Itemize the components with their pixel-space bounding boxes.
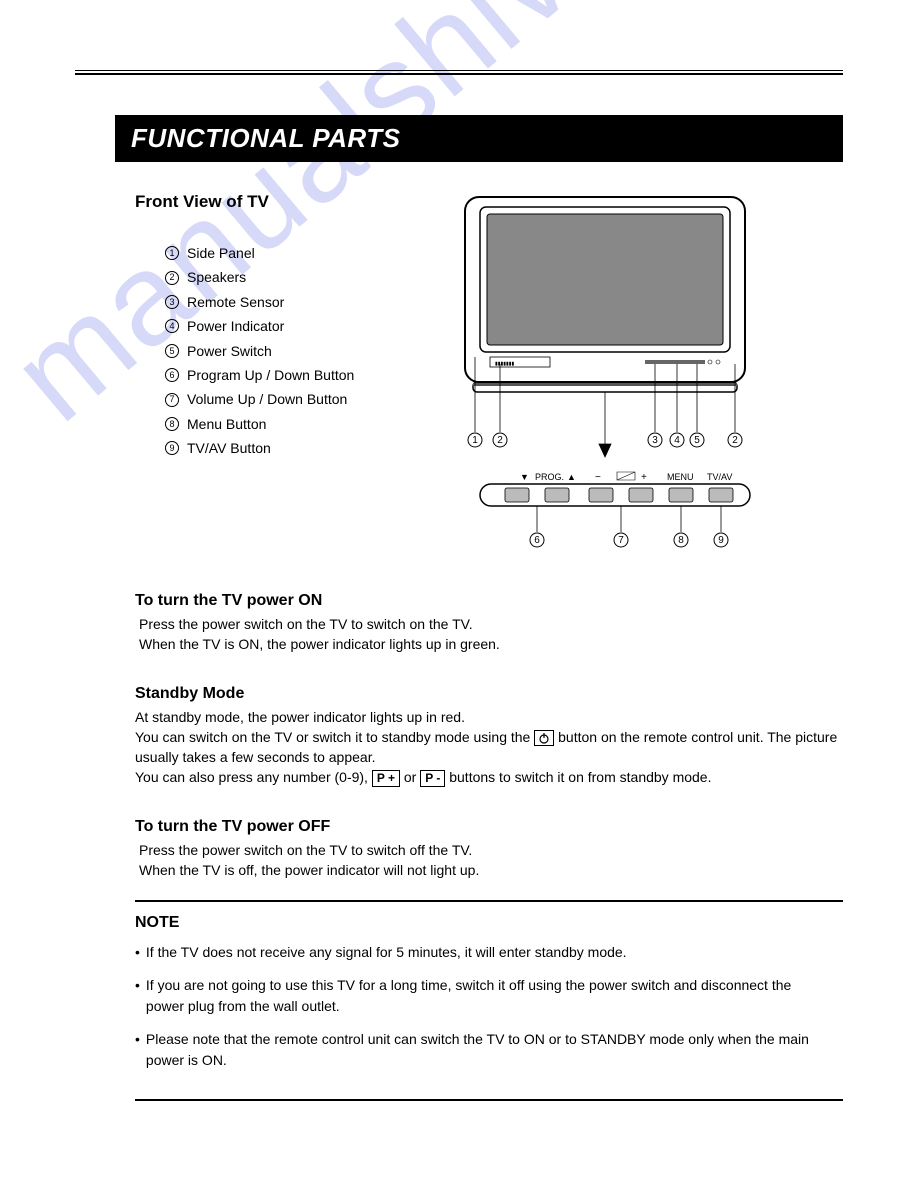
panel-label-tvav: TV/AV [707,472,732,482]
part-label: Power Indicator [187,315,284,337]
panel-label: − [595,472,601,483]
list-item: 1 Side Panel [165,242,415,264]
part-number: 9 [165,441,179,455]
note-title: NOTE [135,914,843,932]
power-on-title: To turn the TV power ON [135,592,843,610]
standby-line2: You can switch on the TV or switch it to… [135,727,843,768]
tv-illustration: ▮▮▮▮▮▮▮ [445,192,765,562]
part-number: 6 [165,368,179,382]
callout-num: 3 [652,435,658,446]
note-list: • If the TV does not receive any signal f… [135,942,843,1071]
divider [135,1099,843,1101]
part-label: Speakers [187,266,246,288]
callout-num: 1 [472,435,478,446]
part-number: 7 [165,393,179,407]
power-off-title: To turn the TV power OFF [135,818,843,836]
callout-num: 9 [718,535,724,546]
note-text: If the TV does not receive any signal fo… [146,942,627,963]
standby-title: Standby Mode [135,685,843,703]
panel-label-prog: ▼ [520,472,529,482]
standby-line3: You can also press any number (0-9), P +… [135,767,843,787]
note-item: •If you are not going to use this TV for… [135,975,843,1017]
panel-label-menu: MENU [667,472,694,482]
part-label: Side Panel [187,242,255,264]
power-button-icon [534,730,554,746]
callout-num: 2 [732,435,738,446]
section-header: FUNCTIONAL PARTS [115,115,843,162]
part-label: Menu Button [187,413,266,435]
power-off-line2: When the TV is off, the power indicator … [139,860,843,880]
part-label: Volume Up / Down Button [187,388,347,410]
list-item: 7 Volume Up / Down Button [165,388,415,410]
parts-list: 1 Side Panel 2 Speakers 3 Remote Sensor 4 Po… [135,242,415,460]
svg-text:▮▮▮▮▮▮▮: ▮▮▮▮▮▮▮ [495,361,515,367]
content: Front View of TV 1 Side Panel 2 Speakers 3… [135,192,843,880]
list-item: 5 Power Switch [165,340,415,362]
power-on-line1: Press the power switch on the TV to swit… [139,614,843,634]
bullet-icon: • [135,975,140,1017]
note-item: • If the TV does not receive any signal f… [135,942,843,963]
callout-num: 5 [694,435,700,446]
part-number: 2 [165,271,179,285]
tv-diagram: ▮▮▮▮▮▮▮ [445,192,843,562]
callout-num: 8 [678,535,684,546]
top-rule [75,70,843,75]
list-item: 4 Power Indicator [165,315,415,337]
panel-label-prog: PROG. [535,472,564,482]
callout-num: 4 [674,435,680,446]
p-minus-button-icon: P - [420,770,445,786]
callout-num: 7 [618,535,624,546]
list-item: 2 Speakers [165,266,415,288]
text-fragment: or [404,769,420,785]
panel-label: ▲ [567,472,576,482]
callout-num: 2 [497,435,503,446]
list-item: 3 Remote Sensor [165,291,415,313]
part-number: 5 [165,344,179,358]
part-label: Power Switch [187,340,272,362]
part-number: 1 [165,246,179,260]
list-item: 6 Program Up / Down Button [165,364,415,386]
callout-num: 6 [534,535,540,546]
power-on-line2: When the TV is ON, the power indicator l… [139,634,843,654]
front-view-title: Front View of TV [135,192,415,212]
part-number: 4 [165,319,179,333]
text-fragment: You can switch on the TV or switch it to… [135,729,534,745]
divider [135,900,843,902]
standby-line1: At standby mode, the power indicator lig… [135,707,843,727]
part-label: Program Up / Down Button [187,364,354,386]
note-text: If you are not going to use this TV for … [146,975,823,1017]
part-number: 8 [165,417,179,431]
text-fragment: You can also press any number (0-9), [135,769,372,785]
note-item: •Please note that the remote control uni… [135,1029,843,1071]
text-fragment: buttons to switch it on from standby mod… [449,769,711,785]
list-item: 9 TV/AV Button [165,437,415,459]
list-item: 8 Menu Button [165,413,415,435]
power-off-line1: Press the power switch on the TV to swit… [139,840,843,860]
front-view-row: Front View of TV 1 Side Panel 2 Speakers 3… [135,192,843,562]
note-text: Please note that the remote control unit… [146,1029,823,1071]
part-label: Remote Sensor [187,291,284,313]
bullet-icon: • [135,942,140,963]
p-plus-button-icon: P + [372,770,400,786]
panel-label: + [641,472,647,483]
page: FUNCTIONAL PARTS Front View of TV 1 Side … [0,0,918,1161]
part-label: TV/AV Button [187,437,271,459]
part-number: 3 [165,295,179,309]
bullet-icon: • [135,1029,140,1071]
